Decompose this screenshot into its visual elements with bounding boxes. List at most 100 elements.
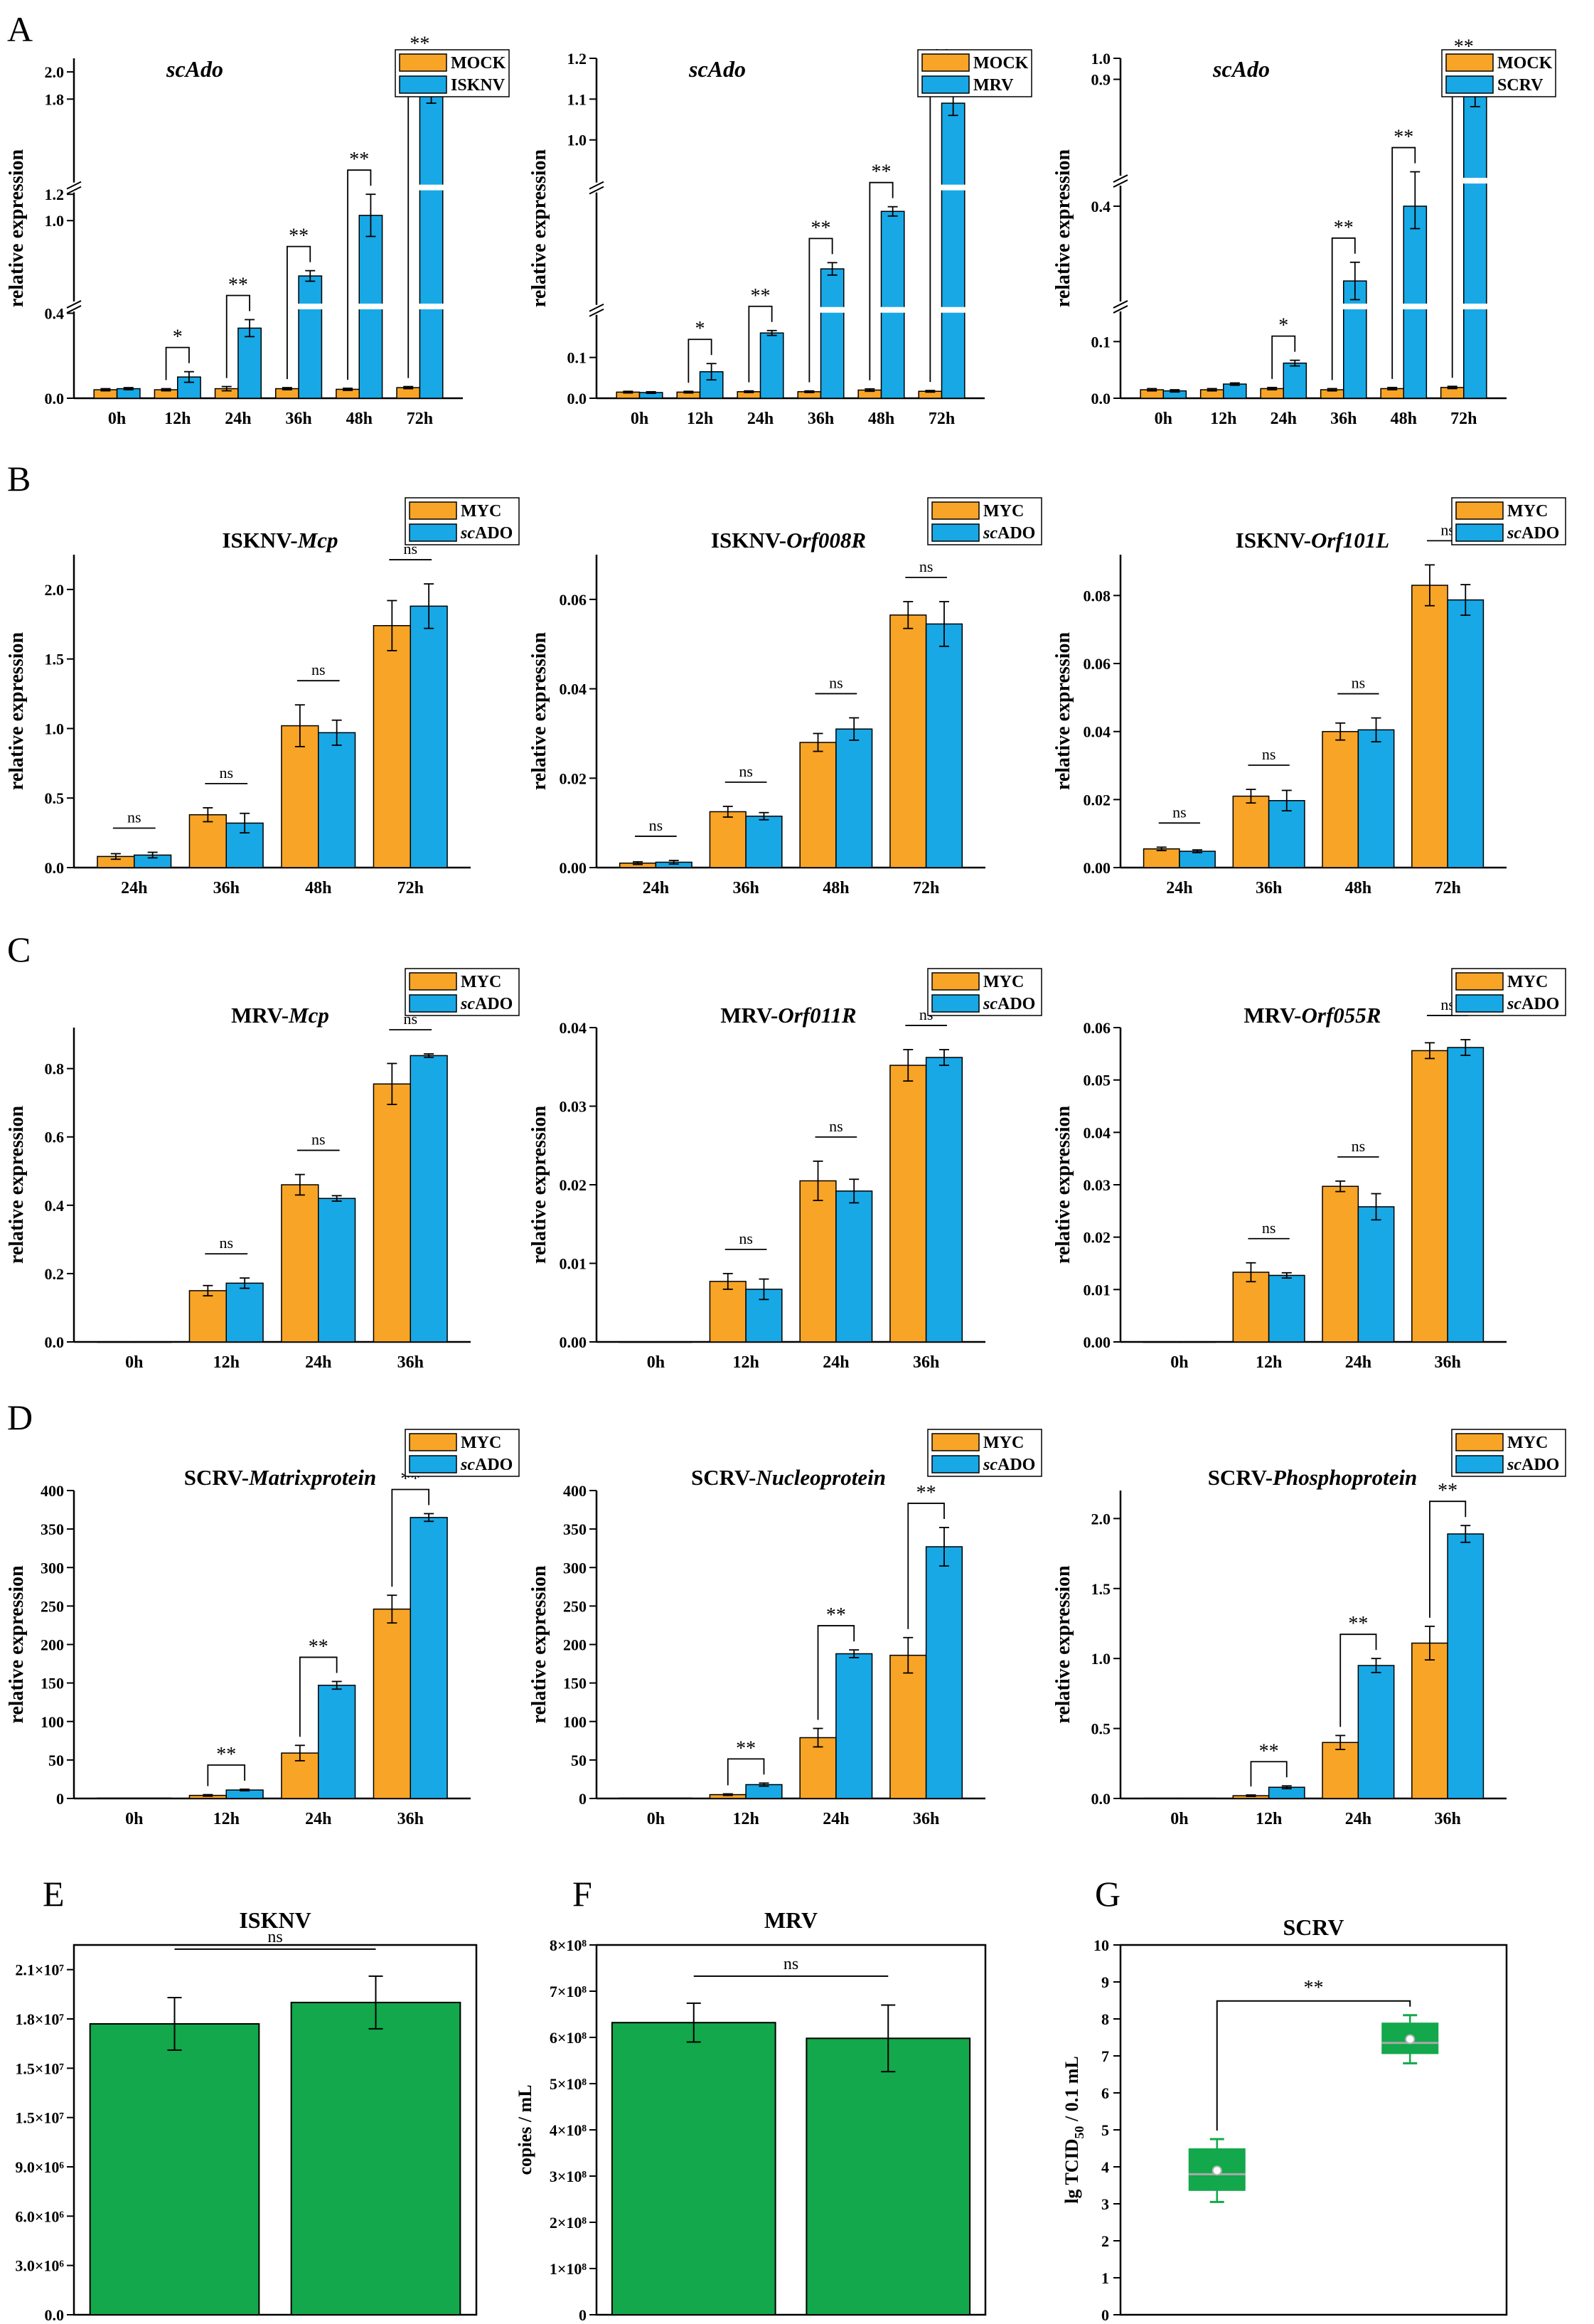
significance-label: ns — [739, 1230, 753, 1247]
legend-label-myc: MYC — [461, 1434, 501, 1452]
significance-label: ** — [349, 149, 369, 171]
y-tick-label: 1.0 — [567, 132, 587, 149]
bar-myc-24h — [1322, 1742, 1359, 1799]
bar-scado-36h — [1268, 800, 1305, 868]
legend-swatch-scrv — [1445, 75, 1494, 94]
y-tick-label: 250 — [41, 1597, 64, 1615]
significance-bracket — [748, 305, 773, 383]
chart-title: scAdo — [166, 56, 223, 82]
y-tick-label: 0.2 — [45, 1265, 65, 1283]
x-tick-label: 12h — [213, 1353, 240, 1372]
significance-label: ns — [1172, 803, 1187, 821]
chart-title-italic: scAdo — [166, 56, 223, 82]
y-axis-label-part: 50 — [1072, 2126, 1086, 2138]
significance-label: ** — [216, 1744, 236, 1766]
y-tick-label: 0.4 — [45, 1197, 65, 1215]
significance-bracket — [1216, 2000, 1411, 2131]
y-tick-label: 0.0 — [567, 390, 587, 407]
chart-title: ISKNV-Orf008R — [711, 528, 866, 553]
significance-label: ** — [872, 161, 892, 183]
significance-label: ns — [1262, 1219, 1276, 1237]
legend-swatch-myc — [1455, 501, 1504, 520]
significance-label: ns — [127, 808, 141, 826]
significance-label: ns — [311, 661, 326, 678]
y-tick-label: 1.5 — [45, 651, 65, 668]
y-tick-label: 1.8 — [45, 90, 65, 108]
legend-label-scado: scADO — [983, 995, 1035, 1013]
panel-label-d: D — [7, 1397, 33, 1437]
y-tick-label: 0.5 — [1091, 1720, 1111, 1738]
bar-mrv-24h — [759, 332, 784, 399]
axis-break-mark — [589, 186, 604, 195]
bar-scrv-72h — [1463, 93, 1487, 399]
x-tick-label: 0h — [631, 410, 648, 428]
bar-myc-24h — [799, 1180, 837, 1343]
axis-break-mark — [66, 181, 82, 190]
significance-bracket — [1271, 335, 1296, 379]
y-axis-label: relative expression — [1052, 1105, 1074, 1264]
chart-title: scAdo — [688, 56, 746, 82]
bar-scado-72h — [410, 605, 448, 868]
chart-A2: 0.0 0.1 1.0 1.1 1.2 relative expression 0h 12h *… — [528, 46, 1032, 428]
chart-title: MRV-Orf011R — [720, 1003, 856, 1028]
bar-mrv-36h — [820, 268, 845, 399]
y-axis-label: copies / mL — [515, 2084, 535, 2175]
legend-label-italic: sc — [460, 995, 475, 1013]
chart-title: SCRV-Nucleoprotein — [691, 1465, 886, 1490]
y-tick-label: 250 — [563, 1597, 587, 1615]
x-tick-label: 12h — [1256, 1810, 1282, 1828]
bar-break-gap — [941, 184, 966, 191]
legend-label-italic: sc — [460, 524, 475, 543]
y-tick-label: 2×10⁸ — [550, 2214, 587, 2232]
bar-scado-24h — [1179, 851, 1216, 868]
significance-bracket — [207, 1764, 246, 1786]
significance-label: ns — [649, 816, 663, 834]
axis-break-mark — [1113, 305, 1128, 314]
significance-label: ns — [829, 673, 843, 691]
legend-label-scado: scADO — [983, 524, 1035, 543]
significance-bracket — [1391, 146, 1416, 379]
y-tick-label: 0.00 — [560, 859, 587, 877]
x-tick-label: 24h — [747, 410, 774, 428]
x-tick-label: 72h — [929, 410, 955, 428]
significance-label: ns — [739, 762, 753, 780]
legend-swatch-myc — [1455, 1433, 1504, 1451]
y-tick-label: 0.08 — [1084, 587, 1111, 604]
y-tick-label: 200 — [563, 1636, 587, 1654]
x-tick-label: 12h — [1256, 1353, 1282, 1372]
legend-label-scado: scADO — [1507, 1456, 1559, 1474]
bar-scado-0h — [134, 1341, 172, 1343]
y-tick-label: 1×10⁸ — [550, 2260, 587, 2278]
y-tick-label: 0.00 — [560, 1333, 587, 1351]
chart-title-prefix: ISKNV- — [1236, 528, 1311, 553]
axis-break-mark — [589, 308, 604, 317]
chart-C1: 0.0 0.2 0.4 0.6 0.8 relative expression 0h 12h n… — [6, 968, 520, 1372]
y-axis-label: relative expression — [1052, 631, 1074, 790]
panel-label-b: B — [7, 459, 31, 499]
bar-break-gap — [1403, 303, 1428, 309]
y-tick-label: 1.0 — [45, 720, 65, 737]
y-tick-label: 50 — [48, 1752, 64, 1769]
legend-label-italic: sc — [983, 1456, 997, 1474]
bar-myc-36h — [373, 1608, 412, 1799]
bar-break-gap — [1342, 303, 1367, 309]
bar-scado-72h — [1447, 599, 1485, 868]
bar-scado — [806, 2037, 971, 2316]
bar-break-gap — [298, 303, 323, 309]
y-axis-label: relative expression — [528, 149, 550, 307]
x-tick-label: 72h — [1450, 410, 1477, 428]
y-tick-label: 0.04 — [1084, 1124, 1111, 1141]
chart-title-prefix: SCRV- — [184, 1465, 249, 1490]
x-tick-label: 36h — [1434, 1810, 1460, 1828]
bar-isknv-24h — [237, 327, 262, 399]
y-tick-label: 8×10⁸ — [550, 1936, 587, 1954]
chart-title-italic: scAdo — [688, 56, 746, 82]
x-tick-label: 72h — [407, 410, 433, 428]
chart-E: 0.0 3.0×10⁶ 6.0×10⁶ 9.0×10⁶ 1.5×10⁷ 1.5×10⁷ 1.… — [15, 1907, 478, 2324]
y-tick-label: 0.03 — [1084, 1176, 1111, 1194]
significance-bracket — [808, 238, 833, 383]
legend-label-rest: ADO — [475, 995, 513, 1013]
significance-bracket — [869, 181, 894, 380]
y-tick-label: 4 — [1101, 2158, 1109, 2176]
legend-label-myc: MYC — [983, 1434, 1024, 1452]
